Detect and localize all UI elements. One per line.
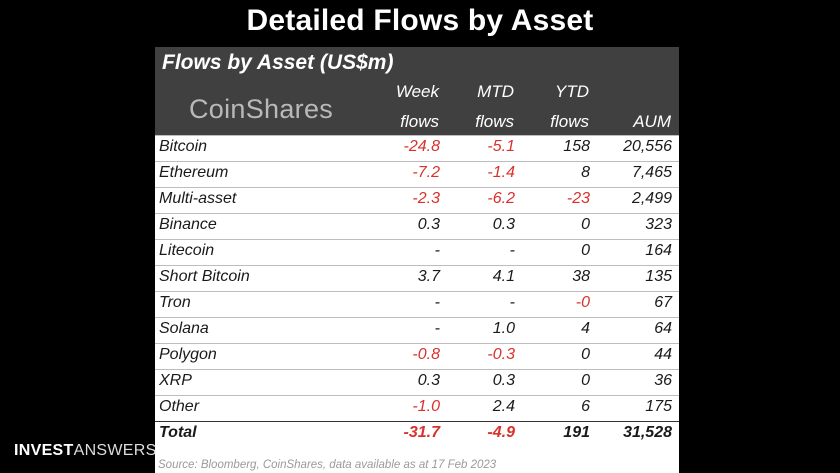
aum-value: 135	[645, 268, 672, 285]
table-row: Ethereum -7.2 -1.4 8 7,465	[155, 161, 679, 188]
table-title: Flows by Asset (US$m)	[162, 51, 394, 74]
ytd-value: 0	[581, 346, 590, 363]
col-header-week-line2: flows	[400, 112, 439, 131]
aum-value: 67	[654, 294, 672, 311]
week-value: -	[434, 294, 440, 311]
table-row: Bitcoin -24.8 -5.1 158 20,556	[155, 135, 679, 162]
asset-name: Solana	[159, 320, 209, 337]
table-row: Litecoin - - 0 164	[155, 239, 679, 266]
ytd-value: 0	[581, 372, 590, 389]
brand-bold: INVEST	[14, 442, 74, 459]
asset-name: Total	[159, 424, 197, 441]
aum-value: 7,465	[631, 164, 672, 181]
brand-light: ANSWERS	[73, 442, 157, 459]
table-row: Solana - 1.0 4 64	[155, 317, 679, 344]
week-value: -1.0	[412, 398, 440, 415]
aum-value: 64	[654, 320, 672, 337]
col-header-week-line1: Week	[395, 82, 439, 101]
week-value: 0.3	[417, 372, 440, 389]
ytd-value: 38	[572, 268, 590, 285]
mtd-value: -4.9	[487, 424, 515, 441]
investanswers-logo: INVESTANSWERS	[14, 442, 157, 460]
mtd-value: -6.2	[487, 190, 515, 207]
aum-value: 2,499	[631, 190, 672, 207]
mtd-value: -1.4	[487, 164, 515, 181]
mtd-value: -0.3	[487, 346, 515, 363]
source-note: Source: Bloomberg, CoinShares, data avai…	[158, 459, 497, 471]
ytd-value: -23	[566, 190, 590, 207]
week-value: 3.7	[417, 268, 440, 285]
asset-name: Other	[159, 398, 200, 415]
ytd-value: 8	[581, 164, 590, 181]
ytd-value: 191	[563, 424, 590, 441]
col-header-ytd-line1: YTD	[555, 82, 589, 101]
asset-name: Multi-asset	[159, 190, 237, 207]
week-value: -0.8	[412, 346, 440, 363]
mtd-value: -5.1	[487, 138, 515, 155]
mtd-value: -	[509, 242, 515, 259]
col-header-aum: AUM	[605, 81, 671, 133]
col-header-mtd-line2: flows	[475, 112, 514, 131]
mtd-value: -	[509, 294, 515, 311]
aum-value: 175	[645, 398, 672, 415]
asset-name: Binance	[159, 216, 217, 233]
col-header-aum-line1	[605, 81, 671, 103]
mtd-value: 1.0	[492, 320, 515, 337]
week-value: -	[434, 320, 440, 337]
table-row: XRP 0.3 0.3 0 36	[155, 369, 679, 396]
table-row: Short Bitcoin 3.7 4.1 38 135	[155, 265, 679, 292]
aum-value: 323	[645, 216, 672, 233]
table-row: Binance 0.3 0.3 0 323	[155, 213, 679, 240]
slide-title: Detailed Flows by Asset	[246, 4, 594, 37]
week-value: 0.3	[417, 216, 440, 233]
mtd-value: 4.1	[492, 268, 515, 285]
asset-name: Ethereum	[159, 164, 229, 181]
col-header-aum-line2: AUM	[633, 112, 671, 131]
total-row: Total -31.7 -4.9 191 31,528	[155, 421, 679, 448]
asset-name: Bitcoin	[159, 138, 208, 155]
table-row: Other -1.0 2.4 6 175	[155, 395, 679, 422]
week-value: -	[434, 242, 440, 259]
col-header-mtd: MTD flows	[452, 81, 514, 133]
week-value: -2.3	[412, 190, 440, 207]
col-header-mtd-line1: MTD	[477, 82, 514, 101]
asset-name: Tron	[159, 294, 191, 311]
ytd-value: 0	[581, 242, 590, 259]
ytd-value: 158	[563, 138, 590, 155]
ytd-value: 6	[581, 398, 590, 415]
aum-value: 31,528	[623, 424, 672, 441]
col-header-ytd-line2: flows	[550, 112, 589, 131]
asset-name: Litecoin	[159, 242, 215, 259]
week-value: -7.2	[412, 164, 440, 181]
asset-name: XRP	[159, 372, 192, 389]
table-header: Flows by Asset (US$m) CoinShares Week fl…	[155, 47, 679, 135]
coinshares-logo: CoinShares	[189, 94, 334, 124]
asset-name: Short Bitcoin	[159, 268, 250, 285]
flows-table-panel: Flows by Asset (US$m) CoinShares Week fl…	[155, 47, 679, 473]
col-header-ytd: YTD flows	[527, 81, 589, 133]
table-row: Polygon -0.8 -0.3 0 44	[155, 343, 679, 370]
week-value: -31.7	[403, 424, 440, 441]
aum-value: 20,556	[623, 138, 672, 155]
aum-value: 164	[645, 242, 672, 259]
asset-name: Polygon	[159, 346, 217, 363]
mtd-value: 0.3	[492, 372, 515, 389]
mtd-value: 0.3	[492, 216, 515, 233]
ytd-value: -0	[575, 294, 590, 311]
aum-value: 44	[654, 346, 672, 363]
ytd-value: 4	[581, 320, 590, 337]
table-row: Multi-asset -2.3 -6.2 -23 2,499	[155, 187, 679, 214]
week-value: -24.8	[403, 138, 440, 155]
aum-value: 36	[654, 372, 672, 389]
ytd-value: 0	[581, 216, 590, 233]
mtd-value: 2.4	[492, 398, 515, 415]
col-header-week: Week flows	[377, 81, 439, 133]
table-row: Tron - - -0 67	[155, 291, 679, 318]
